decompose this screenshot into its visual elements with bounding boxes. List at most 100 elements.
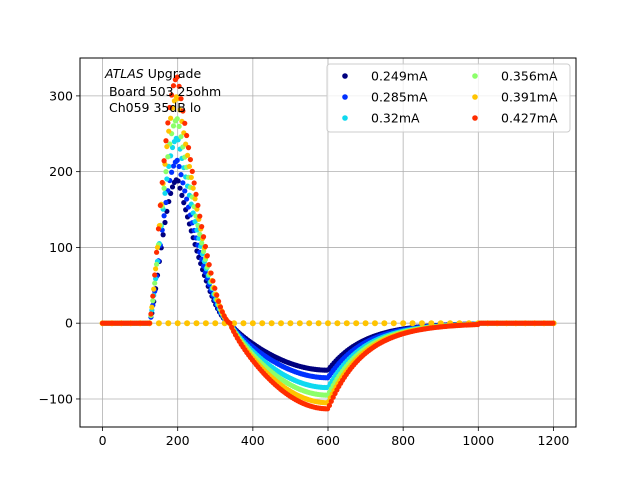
data-point bbox=[182, 188, 188, 194]
baseline-point bbox=[296, 320, 303, 327]
data-point bbox=[199, 240, 205, 246]
x-tick-label: 600 bbox=[316, 433, 340, 448]
y-tick-label: 100 bbox=[49, 240, 73, 255]
legend-marker bbox=[342, 94, 348, 100]
data-point bbox=[189, 168, 195, 174]
data-point bbox=[178, 172, 184, 178]
y-tick-label: 300 bbox=[49, 88, 73, 103]
data-point bbox=[196, 235, 202, 241]
atlas-annotation-line2: Board 503 25ohm bbox=[105, 84, 221, 99]
data-point bbox=[161, 158, 167, 164]
baseline-point bbox=[231, 320, 238, 327]
data-point bbox=[169, 169, 175, 175]
data-point bbox=[162, 219, 168, 226]
data-point bbox=[200, 234, 207, 240]
data-point bbox=[150, 298, 156, 304]
legend-marker bbox=[342, 73, 348, 79]
data-point bbox=[153, 249, 160, 255]
data-point bbox=[166, 163, 172, 169]
data-point bbox=[188, 174, 194, 181]
baseline-point bbox=[334, 320, 341, 327]
data-point bbox=[204, 253, 210, 259]
data-point bbox=[169, 184, 176, 190]
baseline-point bbox=[202, 320, 209, 327]
baseline-point bbox=[343, 320, 350, 327]
data-point bbox=[166, 128, 172, 134]
data-point bbox=[170, 123, 177, 129]
baseline-point bbox=[315, 320, 322, 327]
data-point bbox=[179, 192, 185, 198]
legend-label: 0.391mA bbox=[501, 90, 558, 105]
data-point bbox=[157, 202, 163, 208]
legend-label: 0.285mA bbox=[371, 90, 428, 105]
baseline-point bbox=[371, 320, 378, 327]
data-point bbox=[182, 120, 188, 126]
baseline-point bbox=[193, 320, 200, 327]
data-point bbox=[164, 143, 170, 150]
x-tick-label: 0 bbox=[99, 433, 107, 448]
data-point bbox=[187, 156, 193, 163]
data-point bbox=[153, 266, 159, 272]
atlas-annotation-line1: ATLAS Upgrade bbox=[104, 66, 201, 81]
data-point bbox=[161, 213, 167, 219]
baseline-point bbox=[278, 320, 285, 327]
legend-box bbox=[326, 63, 571, 133]
baseline-point bbox=[155, 320, 162, 327]
data-point bbox=[165, 154, 171, 160]
baseline-point bbox=[259, 320, 266, 327]
data-point bbox=[180, 180, 186, 186]
series-group bbox=[99, 74, 557, 412]
data-point bbox=[170, 83, 177, 89]
data-point bbox=[167, 104, 173, 111]
data-point bbox=[183, 141, 189, 147]
baseline-point bbox=[381, 320, 388, 327]
x-tick-label: 400 bbox=[241, 433, 265, 448]
baseline-point bbox=[390, 320, 397, 327]
baseline-point bbox=[184, 320, 191, 327]
baseline-point bbox=[325, 320, 331, 327]
data-point bbox=[169, 92, 175, 98]
legend-label: 0.32mA bbox=[371, 111, 420, 126]
y-tick-label: 200 bbox=[49, 164, 73, 179]
data-point bbox=[214, 292, 220, 298]
data-point bbox=[199, 224, 205, 230]
data-point bbox=[184, 132, 190, 139]
data-point bbox=[169, 144, 176, 151]
data-point bbox=[215, 298, 222, 304]
data-point bbox=[178, 134, 184, 140]
data-point bbox=[155, 226, 162, 232]
data-point bbox=[177, 185, 183, 191]
data-point bbox=[185, 145, 192, 151]
data-point bbox=[550, 320, 556, 326]
baseline-point bbox=[409, 320, 416, 327]
data-point bbox=[150, 293, 156, 299]
data-point bbox=[171, 98, 177, 104]
atlas-annotation-rest: Upgrade bbox=[144, 66, 202, 81]
data-point bbox=[174, 116, 180, 122]
data-point bbox=[148, 311, 154, 317]
data-point bbox=[170, 163, 177, 169]
y-tick-label: −100 bbox=[39, 391, 73, 406]
data-point bbox=[154, 244, 161, 251]
data-point bbox=[227, 320, 233, 326]
axis-ticks: 0 200 400 600 800 1000 1200 −100 0 100 200 300 bbox=[39, 88, 570, 448]
data-point bbox=[190, 185, 196, 191]
data-point bbox=[153, 261, 160, 267]
series-0.427mA bbox=[99, 74, 556, 412]
data-point bbox=[202, 243, 209, 250]
data-point bbox=[176, 123, 182, 130]
atlas-annotation-line3: Ch059 35dB lo bbox=[105, 100, 201, 115]
data-point bbox=[186, 163, 193, 170]
data-point bbox=[168, 115, 174, 121]
baseline-point bbox=[249, 320, 256, 327]
data-point bbox=[197, 231, 203, 237]
data-point bbox=[160, 232, 166, 238]
x-tick-label: 1200 bbox=[538, 433, 570, 448]
data-point bbox=[162, 190, 168, 196]
atlas-annotation-italic: ATLAS bbox=[104, 66, 144, 81]
data-point bbox=[152, 280, 158, 286]
data-point bbox=[163, 199, 169, 206]
baseline-point bbox=[174, 320, 181, 327]
data-point bbox=[149, 304, 155, 310]
baseline-point bbox=[268, 320, 275, 327]
